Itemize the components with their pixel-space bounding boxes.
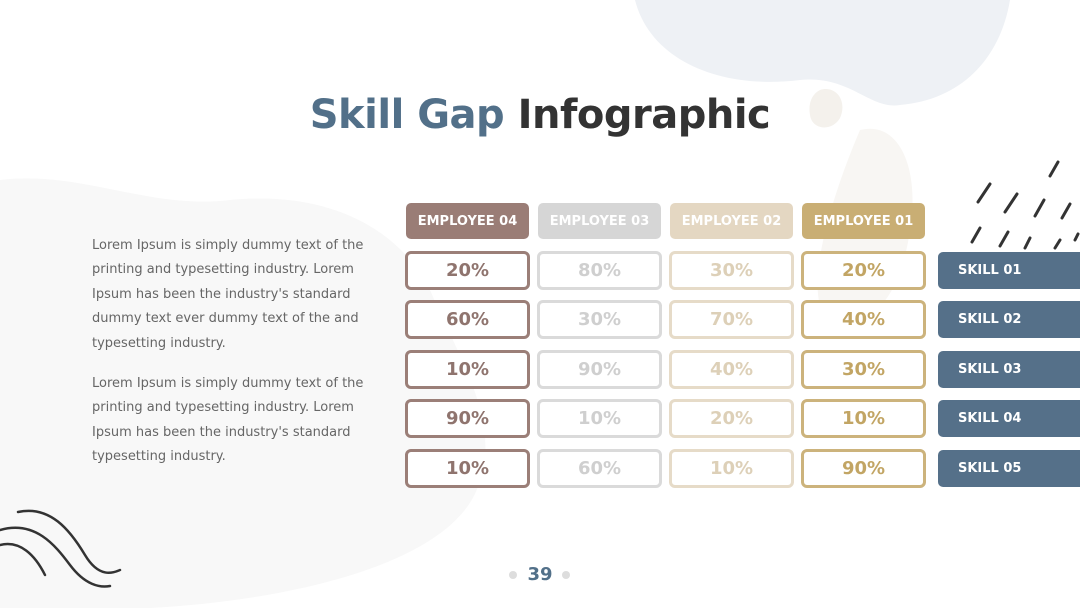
value-cell: 40% bbox=[669, 350, 794, 389]
value-cell: 20% bbox=[801, 251, 926, 290]
value-cell: 10% bbox=[405, 350, 530, 389]
skill-label: SKILL 05 bbox=[938, 450, 1080, 487]
value-cell: 10% bbox=[801, 399, 926, 438]
page-number: 39 bbox=[527, 564, 553, 585]
title: Skill Gap Infographic bbox=[0, 92, 1080, 138]
skill-label: SKILL 02 bbox=[938, 301, 1080, 338]
decor-lines bbox=[0, 509, 122, 588]
value-cell: 60% bbox=[405, 300, 530, 339]
skill-label: SKILL 03 bbox=[938, 351, 1080, 388]
column-header: EMPLOYEE 01 bbox=[802, 203, 925, 239]
decor-drops bbox=[970, 160, 1080, 250]
skill-label: SKILL 01 bbox=[938, 252, 1080, 289]
value-cell: 20% bbox=[405, 251, 530, 290]
value-cell: 70% bbox=[669, 300, 794, 339]
column-header: EMPLOYEE 02 bbox=[670, 203, 793, 239]
value-cell: 40% bbox=[801, 300, 926, 339]
paragraph: Lorem Ipsum is simply dummy text of the … bbox=[92, 238, 364, 351]
dot bbox=[509, 571, 517, 579]
dot bbox=[562, 571, 570, 579]
blob bbox=[0, 178, 486, 608]
value-cell: 90% bbox=[537, 350, 662, 389]
blob bbox=[635, 0, 1010, 106]
skill-label: SKILL 04 bbox=[938, 400, 1080, 437]
column-header: EMPLOYEE 04 bbox=[406, 203, 529, 239]
value-cell: 20% bbox=[669, 399, 794, 438]
value-cell: 10% bbox=[669, 449, 794, 488]
title-highlight: Skill Gap bbox=[309, 92, 505, 138]
value-cell: 80% bbox=[537, 251, 662, 290]
value-cell: 60% bbox=[537, 449, 662, 488]
value-cell: 10% bbox=[405, 449, 530, 488]
column-header: EMPLOYEE 03 bbox=[538, 203, 661, 239]
title-rest: Infographic bbox=[517, 92, 771, 138]
value-cell: 30% bbox=[669, 251, 794, 290]
paragraph: Lorem Ipsum is simply dummy text of the … bbox=[92, 376, 364, 465]
value-cell: 90% bbox=[801, 449, 926, 488]
value-cell: 30% bbox=[801, 350, 926, 389]
value-cell: 10% bbox=[537, 399, 662, 438]
blob bbox=[809, 89, 843, 128]
value-cell: 30% bbox=[537, 300, 662, 339]
value-cell: 90% bbox=[405, 399, 530, 438]
